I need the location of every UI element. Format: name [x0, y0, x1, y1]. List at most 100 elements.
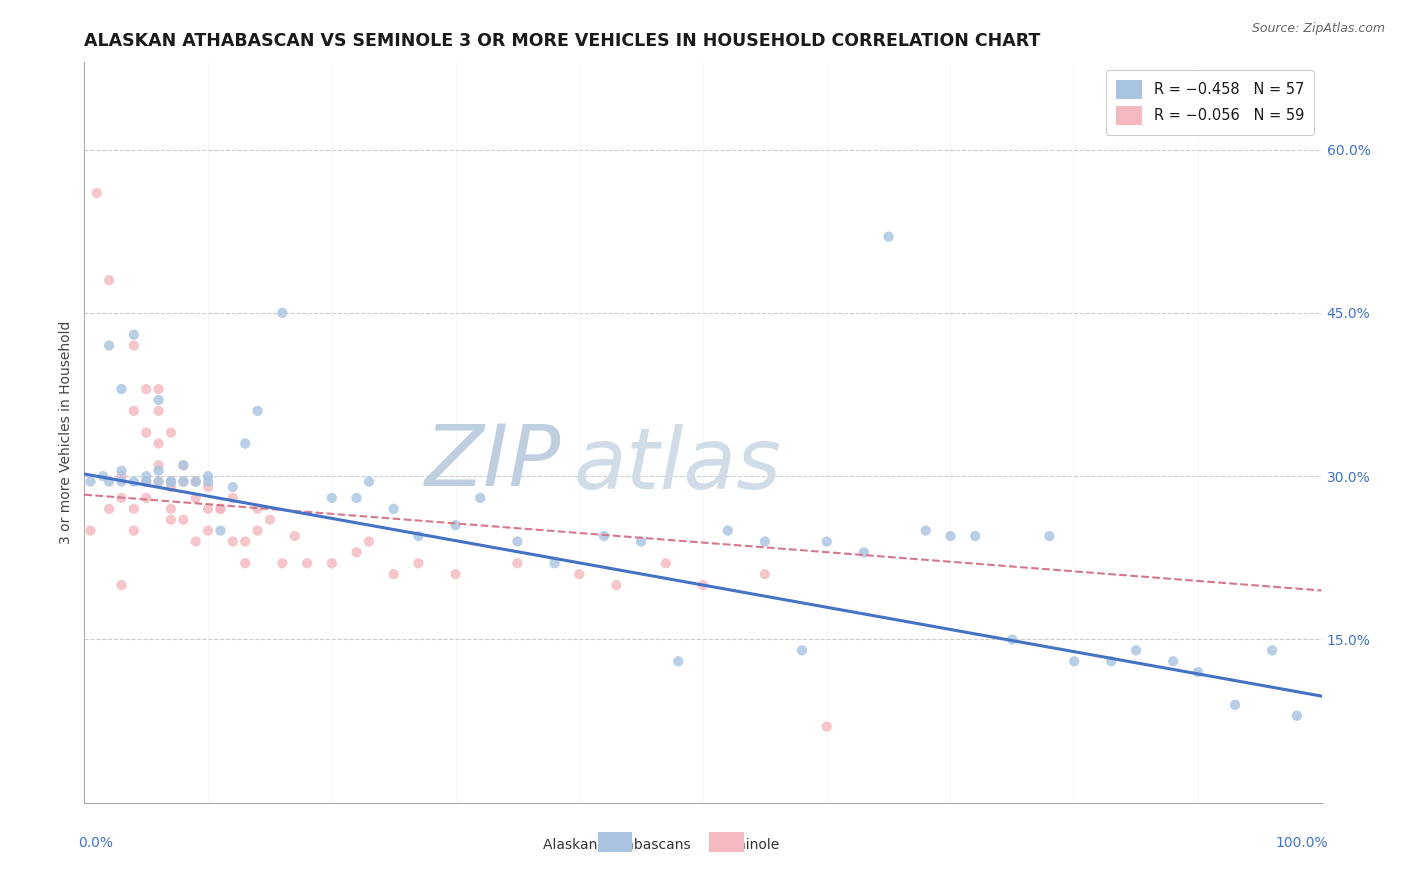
Point [852, 545, 875, 559]
Point [1261, 643, 1284, 657]
Point [110, 475, 132, 489]
Point [135, 469, 157, 483]
Point [160, 480, 183, 494]
Text: Source: ZipAtlas.com: Source: ZipAtlas.com [1251, 22, 1385, 36]
Point [148, 392, 170, 407]
Point [197, 475, 219, 489]
Point [357, 475, 380, 489]
Point [160, 425, 183, 440]
FancyBboxPatch shape [709, 831, 744, 853]
Point [1099, 654, 1122, 668]
Text: atlas: atlas [574, 425, 782, 508]
Point [160, 475, 183, 489]
Point [222, 534, 245, 549]
Point [1223, 698, 1246, 712]
Point [568, 567, 591, 582]
Text: 0.0%: 0.0% [79, 836, 112, 850]
Point [246, 524, 269, 538]
Point [506, 556, 529, 570]
FancyBboxPatch shape [598, 831, 633, 853]
Point [79, 475, 101, 489]
Text: Seminole: Seminole [716, 838, 779, 853]
Point [877, 229, 900, 244]
Point [1285, 708, 1308, 723]
Point [197, 469, 219, 483]
Point [110, 469, 132, 483]
Point [135, 382, 157, 396]
Point [284, 529, 307, 543]
Point [86, 186, 108, 200]
Point [197, 524, 219, 538]
Point [233, 534, 256, 549]
Point [110, 578, 132, 592]
Point [184, 475, 207, 489]
Point [148, 404, 170, 418]
Point [209, 501, 232, 516]
Point [135, 475, 157, 489]
Point [655, 556, 678, 570]
Point [271, 556, 294, 570]
Point [233, 556, 256, 570]
Point [382, 567, 405, 582]
Point [790, 643, 813, 657]
Point [98, 475, 121, 489]
Point [91, 469, 114, 483]
Point [506, 534, 529, 549]
Point [148, 475, 170, 489]
Point [965, 529, 987, 543]
Point [692, 578, 714, 592]
Point [148, 458, 170, 473]
Point [122, 404, 145, 418]
Point [79, 524, 101, 538]
Point [233, 436, 256, 450]
Point [172, 458, 194, 473]
Point [184, 491, 207, 505]
Point [382, 501, 405, 516]
Point [122, 338, 145, 352]
Point [172, 458, 194, 473]
Point [148, 475, 170, 489]
Point [630, 534, 652, 549]
Point [148, 464, 170, 478]
Point [172, 513, 194, 527]
Point [543, 556, 565, 570]
Point [1038, 529, 1060, 543]
Point [346, 491, 368, 505]
Point [754, 534, 776, 549]
Point [444, 567, 467, 582]
Point [815, 720, 838, 734]
Point [135, 425, 157, 440]
Point [408, 556, 430, 570]
Point [110, 464, 132, 478]
Y-axis label: 3 or more Vehicles in Household: 3 or more Vehicles in Household [59, 321, 73, 544]
Point [222, 491, 245, 505]
Point [1161, 654, 1184, 668]
Point [148, 382, 170, 396]
Point [184, 534, 207, 549]
Point [593, 529, 616, 543]
Point [197, 501, 219, 516]
Point [914, 524, 936, 538]
Point [321, 556, 343, 570]
Point [160, 501, 183, 516]
Point [1187, 665, 1209, 680]
Point [209, 501, 232, 516]
Point [110, 382, 132, 396]
Point [160, 513, 183, 527]
Point [122, 475, 145, 489]
Point [271, 306, 294, 320]
Point [209, 524, 232, 538]
Point [110, 491, 132, 505]
Point [408, 529, 430, 543]
Point [122, 524, 145, 538]
Point [98, 501, 121, 516]
Point [295, 556, 318, 570]
Point [122, 501, 145, 516]
Point [172, 475, 194, 489]
Point [815, 534, 838, 549]
Text: Alaskan Athabascans: Alaskan Athabascans [543, 838, 690, 853]
Point [939, 529, 962, 543]
Point [1001, 632, 1024, 647]
Point [135, 475, 157, 489]
Point [444, 518, 467, 533]
